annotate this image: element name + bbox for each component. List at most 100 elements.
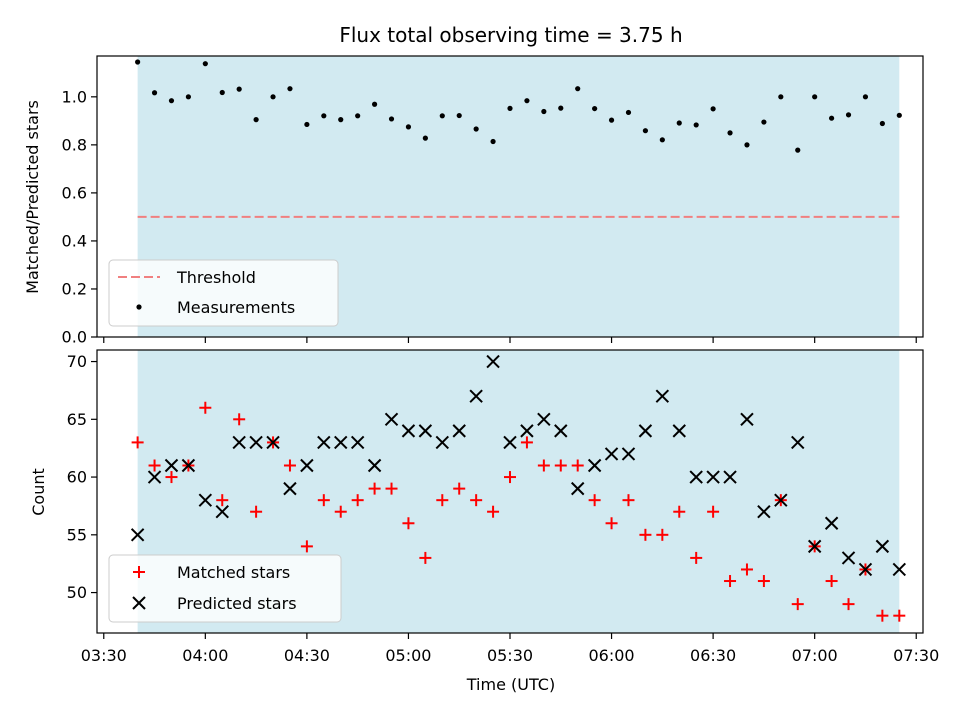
measurement-point <box>185 94 192 100</box>
matched-star-point <box>893 609 906 622</box>
predicted-star-point <box>791 435 805 450</box>
predicted-star-point <box>689 470 703 484</box>
ratio-y-tick-label: 0.8 <box>62 135 87 154</box>
legend-predicted-swatch <box>132 596 146 610</box>
count-legend: Matched stars Predicted stars <box>108 554 342 623</box>
measurement-point <box>812 94 818 100</box>
measurement-point <box>253 117 259 123</box>
measurement-point <box>828 115 835 121</box>
measurement-point <box>304 121 310 128</box>
measurement-point <box>608 117 615 123</box>
predicted-star-point <box>892 562 907 577</box>
measurement-point <box>896 112 902 118</box>
measurement-point <box>558 105 564 111</box>
matched-star-point <box>588 494 601 507</box>
legend-matched-label: Matched stars <box>177 563 290 582</box>
matched-star-point <box>216 494 229 507</box>
predicted-star-point <box>164 458 179 473</box>
measurement-point <box>490 138 496 145</box>
predicted-star-point <box>469 389 483 403</box>
measurement-point <box>744 142 750 148</box>
count-y-tick-label: 65 <box>67 410 87 429</box>
matched-star-point <box>317 494 330 507</box>
x-tick-label: 06:30 <box>690 646 736 665</box>
matched-star-point <box>571 459 584 472</box>
predicted-star-point <box>706 470 720 484</box>
predicted-star-point <box>401 424 416 438</box>
matched-star-point <box>707 505 720 518</box>
ratio-panel: 0.0 0.2 0.4 0.6 0.8 1.0 Matched/Predicted sta… <box>23 55 924 347</box>
predicted-star-point <box>435 435 450 450</box>
predicted-star-point <box>740 412 754 427</box>
matched-star-point <box>351 494 364 507</box>
matched-star-point <box>250 505 263 518</box>
predicted-star-point <box>283 481 297 496</box>
predicted-star-point <box>537 412 551 427</box>
measurement-point <box>625 109 632 116</box>
ratio-y-tick-label: 0.4 <box>62 231 87 250</box>
measurement-point <box>879 120 885 127</box>
matched-star-point <box>385 482 398 495</box>
predicted-star-point <box>181 458 196 473</box>
measurement-point <box>355 113 361 119</box>
matched-star-point <box>520 436 533 449</box>
ratio-legend: Threshold Measurements <box>108 259 339 327</box>
matched-star-point <box>436 494 449 507</box>
measurement-point <box>575 86 581 92</box>
measurement-point <box>388 116 395 122</box>
ratio-y-tick-label: 0.2 <box>62 279 87 298</box>
measurement-point <box>693 122 699 128</box>
x-tick-label: 06:00 <box>589 646 635 665</box>
predicted-star-point <box>147 470 162 484</box>
measurement-point <box>270 94 276 100</box>
x-tick-label: 05:00 <box>385 646 431 665</box>
matched-star-point <box>757 575 770 588</box>
matched-star-point <box>233 413 246 426</box>
predicted-star-point <box>757 505 771 519</box>
legend-predicted-label: Predicted stars <box>177 594 297 613</box>
measurement-point <box>592 105 598 112</box>
x-axis-label: Time (UTC) <box>466 675 555 694</box>
count-y-tick-label: 60 <box>67 468 87 487</box>
count-y-tick-label: 50 <box>67 583 87 602</box>
matched-star-point <box>470 494 483 507</box>
predicted-star-point <box>198 493 213 507</box>
matched-star-point <box>334 505 347 518</box>
matched-star-point <box>453 482 466 495</box>
legend-measurements-swatch <box>136 304 142 310</box>
predicted-star-point <box>503 435 517 450</box>
x-tick-label: 07:00 <box>792 646 838 665</box>
matched-star-point <box>300 540 313 553</box>
matched-star-point <box>148 459 161 472</box>
measurement-point <box>524 98 530 104</box>
measurement-point <box>710 106 716 112</box>
measurement-point <box>507 105 513 111</box>
predicted-star-point <box>570 481 585 496</box>
measurement-point <box>642 128 649 134</box>
measurement-point <box>862 94 869 100</box>
matched-star-point <box>842 598 855 611</box>
matched-star-point <box>402 517 415 530</box>
predicted-star-point <box>452 424 466 438</box>
predicted-star-point <box>723 470 737 484</box>
measurement-point <box>439 113 445 119</box>
predicted-star-point <box>249 435 263 450</box>
matched-star-point <box>791 598 804 611</box>
predicted-star-point <box>554 424 568 438</box>
predicted-star-point <box>130 528 145 542</box>
matched-star-point <box>419 551 432 564</box>
measurement-point <box>287 86 293 92</box>
measurement-point <box>236 86 242 92</box>
predicted-star-point <box>334 435 348 450</box>
matched-star-point <box>673 505 686 518</box>
figure-title: Flux total observing time = 3.75 h <box>339 23 682 47</box>
measurement-point <box>151 90 158 96</box>
matched-star-point <box>656 528 669 541</box>
measurement-point <box>202 61 208 67</box>
predicted-star-point <box>655 389 670 403</box>
predicted-star-point <box>587 458 602 473</box>
measurement-point <box>473 126 479 132</box>
measurement-point <box>659 137 665 143</box>
predicted-star-point <box>672 424 686 438</box>
legend-threshold-label: Threshold <box>176 268 256 287</box>
